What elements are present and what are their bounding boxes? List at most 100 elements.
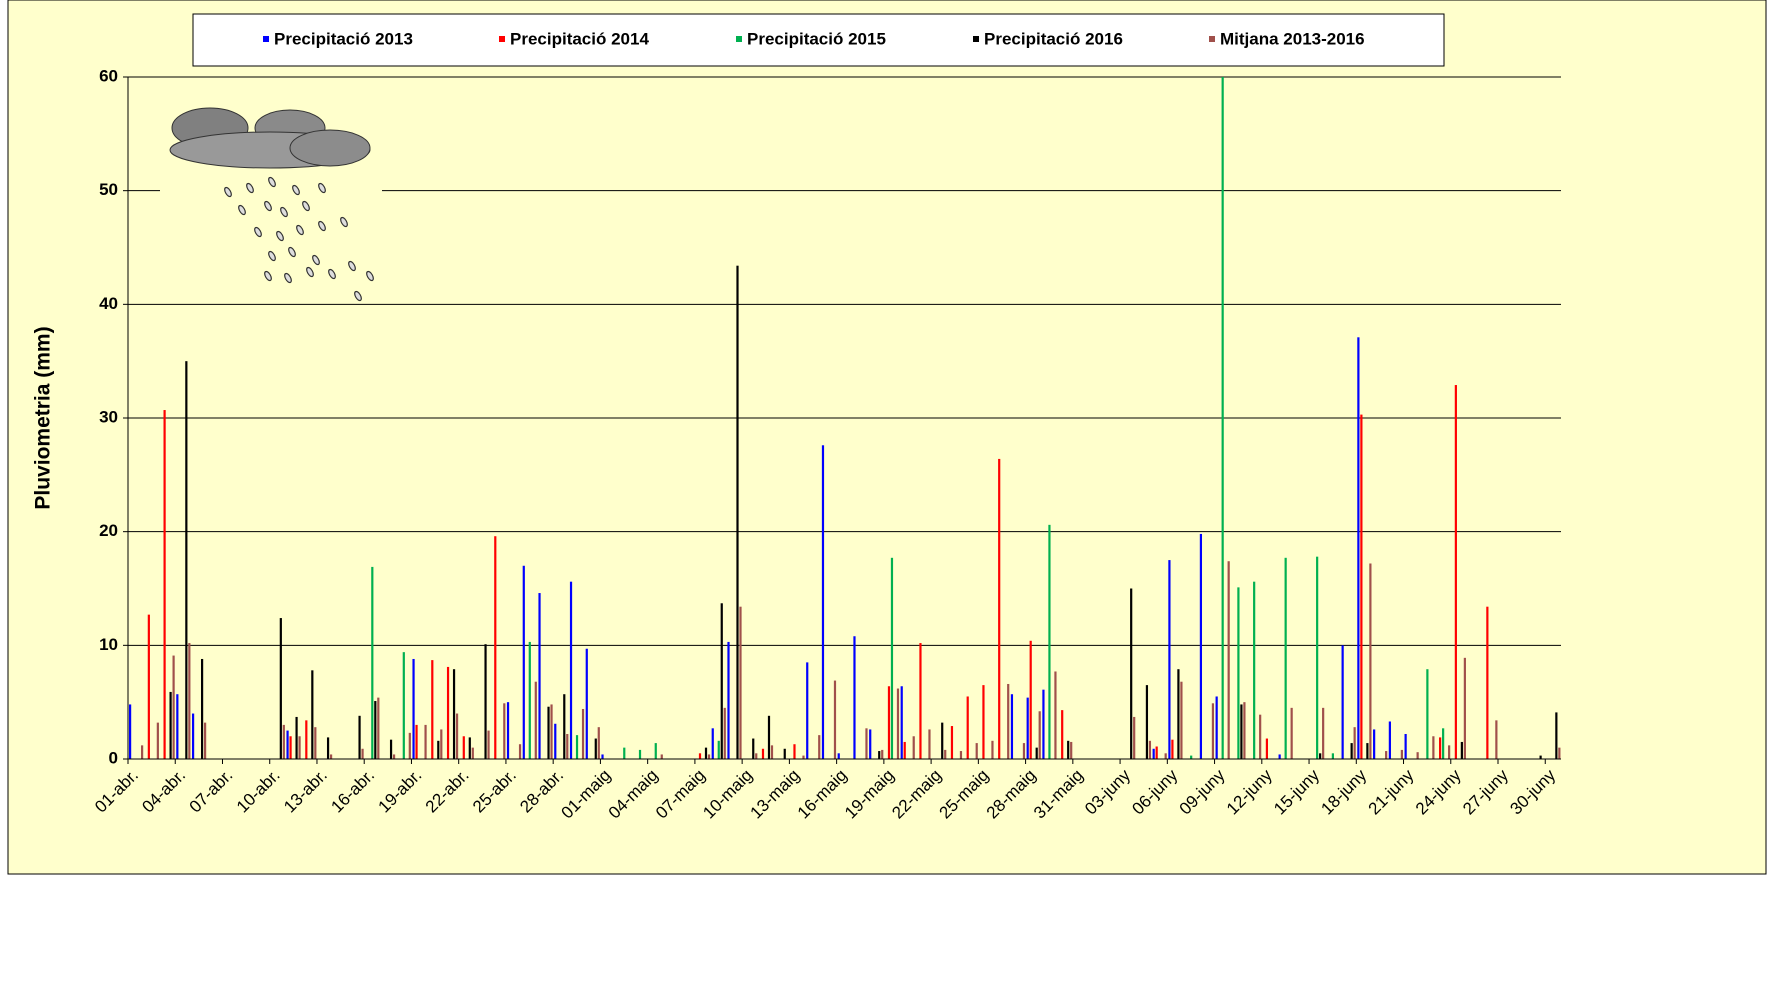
bar <box>1350 743 1353 759</box>
bar <box>865 728 868 759</box>
y-axis-title: Pluviometria (mm) <box>32 326 55 509</box>
bar <box>1042 689 1045 759</box>
bar <box>1448 745 1451 759</box>
bar <box>727 641 730 759</box>
bar <box>1439 737 1442 759</box>
cloud-part <box>289 129 371 167</box>
bar <box>723 707 726 759</box>
bar <box>601 754 604 759</box>
bar <box>203 722 207 759</box>
bar <box>1495 720 1498 759</box>
bar <box>1026 697 1029 759</box>
bar <box>522 565 525 759</box>
bar <box>739 606 742 759</box>
bar <box>1168 560 1171 759</box>
bar <box>1240 704 1243 759</box>
bar <box>528 641 531 759</box>
bar <box>147 614 150 759</box>
bar <box>1035 747 1038 759</box>
bar <box>900 686 903 759</box>
bar <box>1357 337 1360 759</box>
bar <box>1130 588 1133 759</box>
bar <box>991 740 994 759</box>
bar <box>1152 748 1155 759</box>
bar <box>566 733 569 759</box>
y-tick-label: 30 <box>99 407 118 426</box>
bar <box>471 747 474 759</box>
bar <box>141 745 144 759</box>
bar <box>711 728 714 759</box>
bar <box>431 660 434 759</box>
bar <box>896 688 900 759</box>
bar <box>200 658 204 759</box>
bar <box>1259 714 1262 759</box>
bar <box>853 636 856 759</box>
bar <box>163 410 166 759</box>
bar <box>1243 702 1246 759</box>
bar <box>518 744 522 759</box>
bar <box>833 680 837 759</box>
bar <box>452 669 456 759</box>
bar <box>1180 681 1183 759</box>
bar <box>575 735 579 759</box>
bar <box>392 754 396 759</box>
bar <box>358 715 361 759</box>
bar <box>761 748 765 759</box>
bar <box>717 740 720 759</box>
legend-label: Precipitació 2013 <box>274 29 413 48</box>
bar <box>1265 738 1269 759</box>
bar <box>1373 729 1376 759</box>
bar <box>720 603 723 759</box>
bar <box>903 741 906 759</box>
bar <box>1486 606 1489 759</box>
bar <box>402 652 405 759</box>
bar <box>755 753 758 759</box>
bar <box>424 724 427 759</box>
bar <box>1426 669 1429 759</box>
bar <box>1145 685 1149 759</box>
bar <box>821 445 825 759</box>
bar <box>468 737 471 759</box>
bar <box>538 593 541 759</box>
y-tick-label: 20 <box>99 521 118 540</box>
y-tick-label: 0 <box>109 748 118 767</box>
bar <box>597 727 600 759</box>
bar <box>959 751 963 759</box>
bar <box>188 643 191 759</box>
bar <box>1539 755 1542 759</box>
bar <box>752 738 755 759</box>
bar <box>802 755 805 759</box>
bar <box>1133 716 1136 759</box>
legend-label: Precipitació 2015 <box>747 29 886 48</box>
bar <box>654 743 657 759</box>
bar <box>1353 727 1356 759</box>
legend-swatch <box>1209 36 1215 42</box>
bar <box>550 704 553 759</box>
bar <box>412 658 415 759</box>
bar <box>1211 703 1215 759</box>
bar <box>1054 671 1057 759</box>
bar <box>129 704 132 759</box>
bar <box>1215 696 1218 759</box>
bar <box>1070 741 1073 759</box>
bar <box>484 644 487 759</box>
bar <box>289 736 292 759</box>
bar <box>1416 752 1419 759</box>
bar <box>311 670 314 759</box>
bar <box>494 536 497 759</box>
bar <box>982 685 985 759</box>
legend-label: Precipitació 2016 <box>984 29 1123 48</box>
raindrops <box>224 176 374 302</box>
bar <box>1010 694 1014 759</box>
bar <box>329 754 333 759</box>
legend-swatch <box>736 36 742 42</box>
bar <box>305 720 308 759</box>
bar <box>881 749 884 759</box>
bar <box>1341 645 1344 759</box>
bar <box>534 681 537 759</box>
bar <box>736 265 739 759</box>
bar <box>998 458 1001 759</box>
bar <box>1284 557 1287 759</box>
y-tick-label: 50 <box>99 180 118 199</box>
